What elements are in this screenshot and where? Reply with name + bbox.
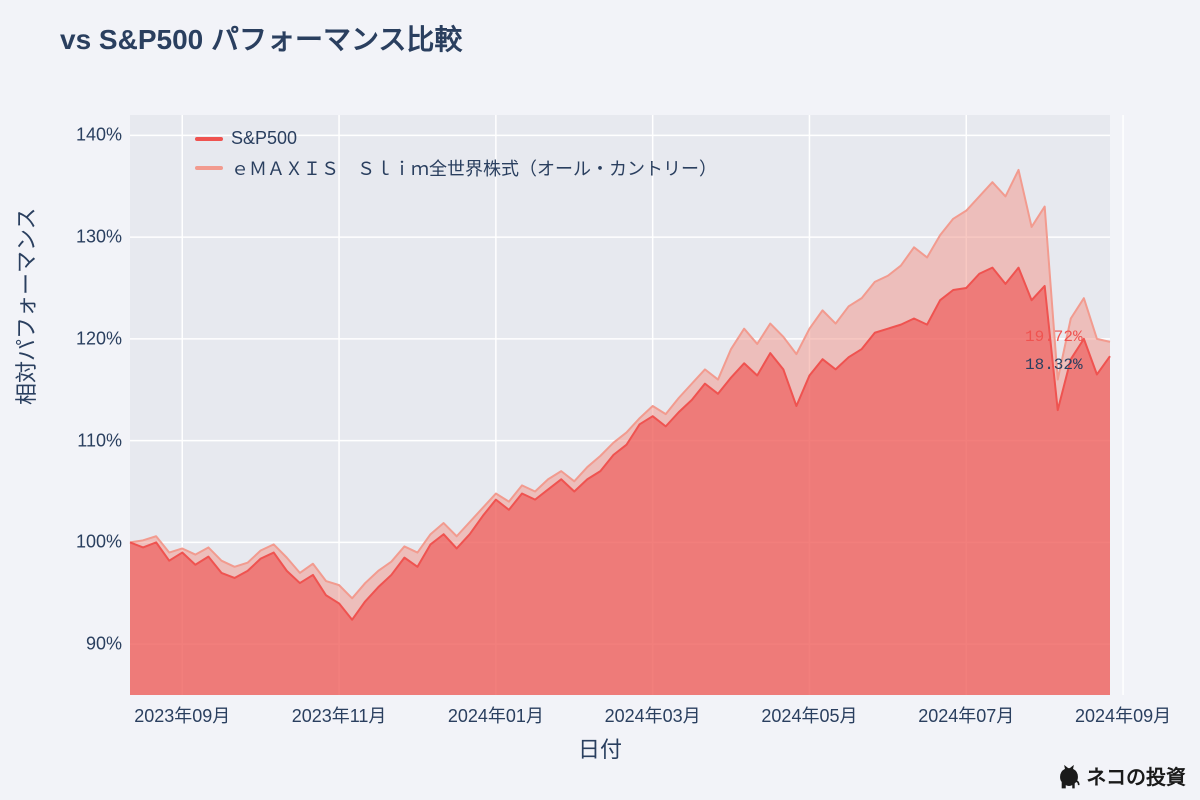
y-tick-label: 110% [62,430,122,451]
end-value-label: 18.32% [1025,356,1083,374]
y-tick-label: 100% [62,532,122,553]
x-tick-label: 2023年09月 [134,702,230,728]
x-tick-label: 2024年07月 [918,702,1014,728]
cat-icon [1056,764,1082,790]
x-axis-title: 日付 [578,732,622,764]
y-tick-label: 120% [62,328,122,349]
x-tick-label: 2024年03月 [605,702,701,728]
y-tick-label: 90% [62,634,122,655]
plot-svg [130,115,1110,695]
end-value-label: 19.72% [1025,328,1083,346]
legend-item-emaxis[interactable]: ｅＭＡＸＩＳ Ｓｌｉｍ全世界株式（オール・カントリー） [195,155,717,181]
x-tick-label: 2024年09月 [1075,702,1171,728]
watermark: ネコの投資 [1056,761,1186,790]
legend-label: S&P500 [231,128,297,149]
x-tick-label: 2024年01月 [448,702,544,728]
legend-item-sp500[interactable]: S&P500 [195,128,717,149]
plot-area [130,115,1110,695]
chart-container: vs S&P500 パフォーマンス比較 相対パフォーマンス 日付 90% 100%… [0,0,1200,800]
x-tick-label: 2024年05月 [761,702,857,728]
y-tick-label: 140% [62,125,122,146]
x-tick-label: 2023年11月 [292,702,387,728]
y-axis-title: 相対パフォーマンス [9,207,41,405]
chart-title: vs S&P500 パフォーマンス比較 [60,18,462,58]
y-tick-label: 130% [62,227,122,248]
legend: S&P500 ｅＭＡＸＩＳ Ｓｌｉｍ全世界株式（オール・カントリー） [195,128,717,187]
legend-label: ｅＭＡＸＩＳ Ｓｌｉｍ全世界株式（オール・カントリー） [231,155,717,181]
legend-swatch [195,166,223,170]
legend-swatch [195,137,223,141]
